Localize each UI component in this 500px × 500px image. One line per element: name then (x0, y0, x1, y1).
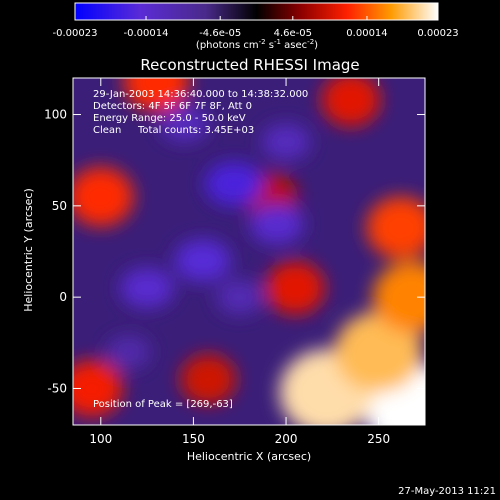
bright-region-5 (265, 261, 325, 315)
x-tick-label-3: 250 (367, 432, 390, 446)
colorbar-tick-label-5: 0.00023 (417, 28, 458, 39)
bright-region-7 (123, 78, 190, 112)
bright-region-3 (372, 261, 425, 333)
y-tick-label-1: 50 (52, 199, 67, 213)
dark-region-6 (216, 279, 264, 315)
annotation-energy: Energy Range: 25.0 - 50.0 keV (93, 113, 246, 124)
x-tick-label-1: 150 (182, 432, 205, 446)
dark-region-3 (120, 267, 175, 309)
colorbar-units: (photons cm-2 s-1 asec-2) (196, 38, 318, 51)
annotation-method: Clean (93, 125, 121, 136)
x-tick-label-2: 200 (275, 432, 298, 446)
y-axis-label: Heliocentric Y (arcsec) (22, 188, 35, 312)
axis-ticks: 100 150 200 250 100 50 0 -50 (44, 78, 425, 446)
bright-region-8 (73, 360, 123, 417)
footer-timestamp: 27-May-2013 11:21 (398, 486, 496, 497)
colorbar-tick-label-3: 4.6e-05 (274, 28, 312, 39)
dark-region-7 (106, 335, 151, 369)
colorbar (74, 2, 439, 21)
annotation-detectors: Detectors: 4F 5F 6F 7F 8F, Att 0 (93, 101, 252, 112)
bright-region-10 (180, 354, 237, 405)
colorbar-tick-label-4: 0.00014 (346, 28, 387, 39)
bright-region-4 (366, 196, 425, 259)
dark-region-1 (174, 239, 231, 282)
bright-region-2 (334, 311, 423, 393)
colorbar-tick-label-2: -4.6e-05 (199, 28, 241, 39)
colorbar-tick-label-0: -0.00023 (53, 28, 98, 39)
dark-region-0 (204, 161, 264, 207)
x-tick-label-0: 100 (89, 432, 112, 446)
annotation-time: 29-Jan-2003 14:36:40.000 to 14:38:32.000 (93, 89, 308, 100)
y-tick-label-0: 100 (44, 108, 67, 122)
plot-frame (72, 77, 426, 426)
colorbar-ticks: -0.00023 -0.00014 -4.6e-05 4.6e-05 0.00014 0.… (53, 16, 459, 39)
dark-region-5 (261, 123, 311, 161)
y-tick-label-2: 0 (59, 290, 67, 304)
annotation-peak: Position of Peak = [269,-63] (93, 399, 233, 410)
dark-region-4 (159, 105, 209, 143)
bright-region-6 (73, 166, 134, 227)
x-axis-label: Heliocentric X (arcsec) (187, 450, 311, 463)
peak-core (401, 400, 425, 425)
annotation-counts: Total counts: 3.45E+03 (137, 125, 254, 136)
colorbar-tick-label-1: -0.00014 (124, 28, 169, 39)
image-area (73, 78, 425, 425)
y-tick-label-3: -50 (47, 381, 67, 395)
dark-region-2 (249, 203, 304, 245)
chart-title: Reconstructed RHESSI Image (140, 56, 359, 74)
bright-region-9 (321, 78, 381, 127)
